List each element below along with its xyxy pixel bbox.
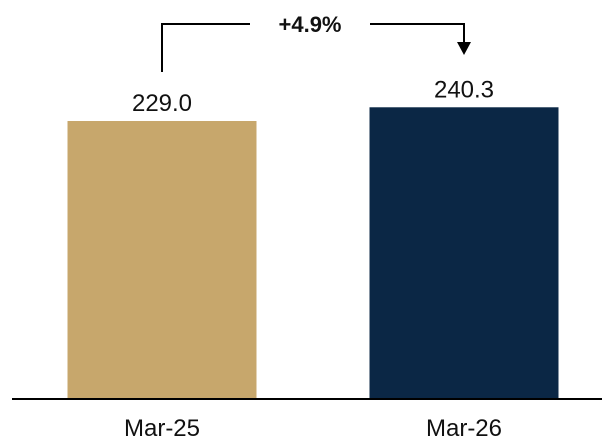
- labels-layer: 229.0 Mar-25 240.3 Mar-26: [124, 76, 502, 442]
- change-bracket: [161, 23, 465, 72]
- x-tick-label-mar-25: Mar-25: [124, 415, 200, 442]
- arrow-down-icon: [457, 42, 471, 55]
- value-label-mar-26: 240.3: [434, 76, 494, 103]
- bar-mar-26: [369, 107, 559, 399]
- change-percent-label: +4.9%: [279, 12, 342, 37]
- bar-mar-25: [67, 121, 257, 399]
- bars-layer: [67, 107, 559, 399]
- x-tick-label-mar-26: Mar-26: [426, 415, 502, 442]
- change-annotation: +4.9%: [161, 12, 471, 72]
- value-label-mar-25: 229.0: [132, 90, 192, 117]
